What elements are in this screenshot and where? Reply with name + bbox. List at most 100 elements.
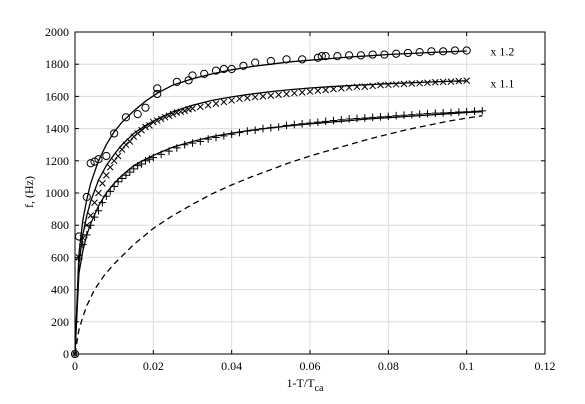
circle-point	[251, 58, 260, 67]
plus-point	[220, 132, 228, 140]
circle-point	[345, 51, 354, 60]
x-point	[400, 80, 408, 88]
marker-series-plus	[71, 107, 487, 358]
x-point	[243, 94, 251, 102]
x-point	[306, 88, 314, 95]
x-point	[212, 100, 220, 107]
x-tick-label: 0.1	[459, 359, 474, 373]
plus-point	[188, 139, 197, 147]
plus-point	[470, 107, 479, 116]
x-point	[204, 101, 212, 109]
plus-point	[384, 112, 393, 121]
plus-point	[227, 130, 236, 139]
x-point	[392, 80, 400, 88]
circle-point	[200, 69, 209, 78]
x-point	[290, 89, 298, 97]
plus-point	[423, 109, 432, 118]
y-tick-label: 1600	[45, 89, 69, 103]
x-point	[283, 90, 290, 98]
circle-point	[450, 46, 460, 55]
y-axis-label: f, (Hz)	[22, 176, 36, 208]
x-point	[267, 92, 275, 99]
x-point	[251, 93, 259, 101]
x-point	[220, 98, 228, 106]
circle-point	[133, 110, 142, 119]
x-point	[102, 171, 110, 179]
circle-point	[333, 52, 342, 61]
x-point	[275, 91, 283, 99]
x-point	[106, 163, 114, 171]
grid	[74, 31, 546, 355]
x-axis-label: 1-T/Tca	[287, 376, 324, 394]
x-tick-label: 0.04	[221, 359, 242, 373]
circle-point	[321, 52, 330, 61]
dashed-curve	[74, 115, 483, 355]
circle-point	[239, 61, 248, 70]
x-point	[228, 97, 236, 104]
y-tick-label: 400	[51, 283, 69, 297]
circle-point	[415, 48, 424, 57]
y-tick-label: 800	[51, 218, 69, 232]
x-point	[384, 81, 392, 89]
circle-point	[211, 66, 221, 75]
circle-point	[298, 55, 307, 64]
plus-point	[462, 107, 471, 116]
x-point	[322, 86, 330, 94]
plus-point	[400, 111, 408, 120]
circle-point	[153, 89, 162, 99]
x-point	[99, 179, 106, 187]
y-tick-label: 1200	[45, 154, 69, 168]
y-tick-label: 1400	[45, 122, 69, 136]
x-tick-label: 0.08	[378, 359, 399, 373]
x-point	[377, 81, 384, 89]
plus-point	[314, 118, 322, 126]
marker-series-circle	[70, 46, 471, 359]
x-point	[298, 89, 306, 96]
x-point	[110, 157, 118, 165]
plus-point	[415, 110, 424, 118]
y-tick-label: 1800	[45, 57, 69, 71]
annotations: x 1.2 x 1.1	[490, 44, 514, 90]
circle-point	[172, 77, 181, 87]
y-tick-label: 0	[63, 347, 69, 361]
x-point	[114, 152, 122, 160]
circle-point	[86, 159, 95, 168]
circle-point	[94, 155, 103, 164]
x-tick-label: 0.12	[535, 359, 556, 373]
plus-point	[204, 135, 212, 143]
plus-point	[321, 117, 330, 126]
plot-area	[70, 46, 487, 359]
x-point	[95, 189, 102, 197]
plus-point	[376, 113, 385, 121]
annotation-label: x 1.1	[490, 77, 514, 91]
x-point	[157, 115, 165, 123]
circle-point	[427, 47, 436, 56]
circle-point	[110, 129, 119, 138]
plus-point	[337, 115, 346, 124]
plus-point	[212, 133, 220, 142]
circle-point	[282, 55, 291, 64]
plus-point	[408, 110, 416, 119]
x-tick-label: 0	[72, 359, 78, 373]
x-point	[236, 95, 243, 103]
x-point	[161, 113, 169, 121]
x-tick-label: 0.02	[143, 359, 164, 373]
circle-point	[313, 53, 322, 62]
circle-point	[102, 151, 111, 161]
y-tick-label: 1000	[45, 186, 69, 200]
circle-point	[184, 76, 193, 85]
y-tick-label: 2000	[45, 25, 69, 39]
x-point	[408, 80, 416, 87]
circle-point	[121, 113, 131, 122]
plus-point	[439, 109, 447, 117]
circle-point	[141, 103, 150, 112]
x-point	[91, 199, 98, 207]
plus-point	[455, 108, 463, 116]
plus-point	[368, 113, 377, 122]
marker-series-x	[71, 77, 471, 358]
plus-point	[478, 107, 487, 115]
circle-point	[368, 50, 377, 59]
plus-point	[447, 108, 455, 117]
fit-curve	[74, 111, 483, 355]
